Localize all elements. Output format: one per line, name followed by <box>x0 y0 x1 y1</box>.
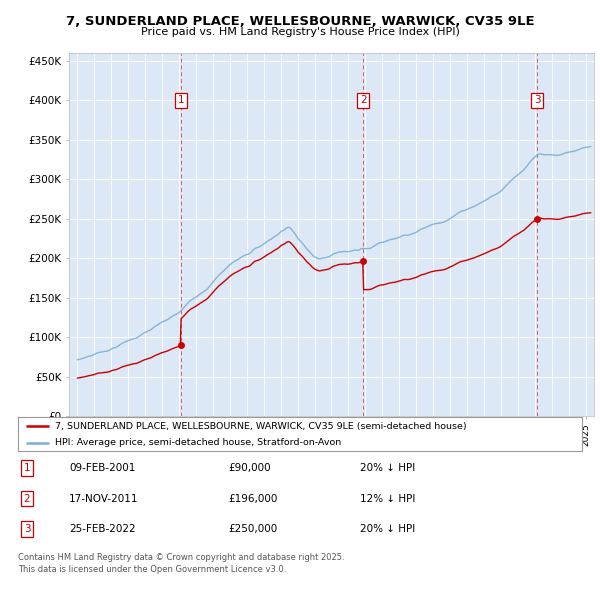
Text: 1: 1 <box>23 463 31 473</box>
Text: 09-FEB-2001: 09-FEB-2001 <box>69 463 136 473</box>
Text: 17-NOV-2011: 17-NOV-2011 <box>69 494 139 503</box>
Text: 20% ↓ HPI: 20% ↓ HPI <box>360 463 415 473</box>
Text: 1: 1 <box>178 96 184 106</box>
Text: Price paid vs. HM Land Registry's House Price Index (HPI): Price paid vs. HM Land Registry's House … <box>140 27 460 37</box>
Text: 2: 2 <box>23 494 31 503</box>
Text: 25-FEB-2022: 25-FEB-2022 <box>69 525 136 534</box>
Text: Contains HM Land Registry data © Crown copyright and database right 2025.
This d: Contains HM Land Registry data © Crown c… <box>18 553 344 574</box>
Text: £196,000: £196,000 <box>228 494 277 503</box>
Text: 12% ↓ HPI: 12% ↓ HPI <box>360 494 415 503</box>
Text: 7, SUNDERLAND PLACE, WELLESBOURNE, WARWICK, CV35 9LE (semi-detached house): 7, SUNDERLAND PLACE, WELLESBOURNE, WARWI… <box>55 422 466 431</box>
Text: HPI: Average price, semi-detached house, Stratford-on-Avon: HPI: Average price, semi-detached house,… <box>55 438 341 447</box>
Text: £250,000: £250,000 <box>228 525 277 534</box>
Text: 3: 3 <box>534 96 541 106</box>
Text: 7, SUNDERLAND PLACE, WELLESBOURNE, WARWICK, CV35 9LE: 7, SUNDERLAND PLACE, WELLESBOURNE, WARWI… <box>65 15 535 28</box>
Text: 2: 2 <box>360 96 367 106</box>
Text: 3: 3 <box>23 525 31 534</box>
Text: 20% ↓ HPI: 20% ↓ HPI <box>360 525 415 534</box>
Text: £90,000: £90,000 <box>228 463 271 473</box>
